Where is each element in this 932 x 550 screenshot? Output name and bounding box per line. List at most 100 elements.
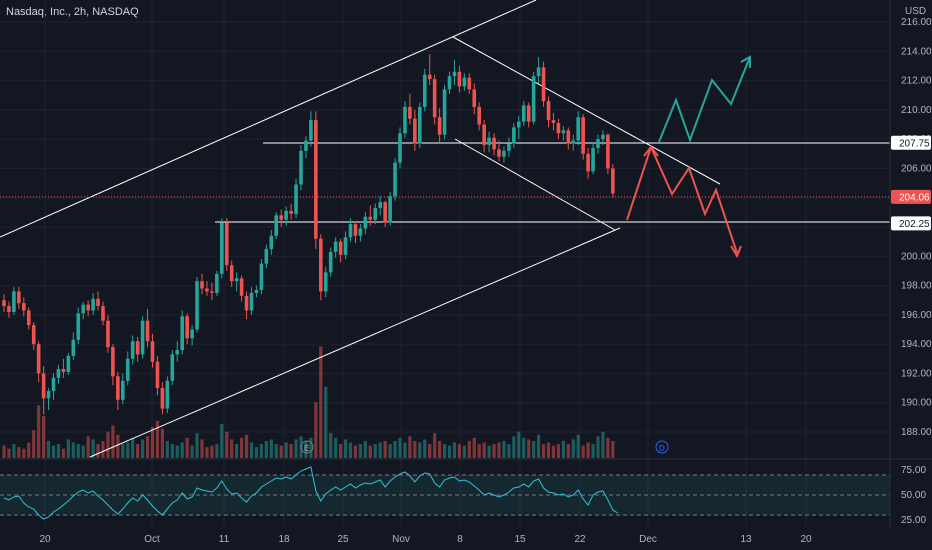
candle-body xyxy=(76,313,81,340)
candle-body xyxy=(304,140,308,151)
candle-body xyxy=(551,120,556,124)
volume-bar xyxy=(324,386,328,458)
price-tag: 207.75 xyxy=(891,135,931,150)
volume-bar xyxy=(32,430,36,458)
volume-bar xyxy=(596,436,600,458)
y-tick-label: 206.00 xyxy=(901,163,932,174)
candle-body xyxy=(328,251,333,273)
price-tag-box xyxy=(891,216,931,231)
candle-body xyxy=(96,298,100,307)
candle-body xyxy=(220,222,224,274)
volume-bar xyxy=(106,431,110,458)
candle-body xyxy=(46,391,51,399)
candle-body xyxy=(289,210,293,214)
forecast-bullish-arrowhead xyxy=(740,55,751,68)
volume-bar xyxy=(116,434,120,458)
volume-bar xyxy=(581,445,585,458)
volume-bar xyxy=(507,444,511,458)
drawing-lines xyxy=(0,0,890,458)
candle-body xyxy=(333,241,338,252)
volume-bar xyxy=(96,444,100,458)
volume-bar xyxy=(457,444,461,458)
candle-body xyxy=(180,316,184,350)
candle-body xyxy=(121,380,125,400)
candle-body xyxy=(427,74,432,80)
volume-bar xyxy=(353,445,358,458)
x-tick-label: 18 xyxy=(278,534,290,545)
candle-body xyxy=(497,149,501,157)
candle-body xyxy=(576,117,580,141)
candle-body xyxy=(17,291,21,304)
volume-bar xyxy=(423,439,427,458)
price-tag-box xyxy=(891,135,931,150)
volume-bar xyxy=(606,437,610,458)
volume-bar xyxy=(220,423,224,458)
volume-bar xyxy=(136,444,140,458)
volume-bar xyxy=(81,445,85,458)
candle-body xyxy=(373,207,378,220)
volume-bar xyxy=(467,440,471,458)
volume-bar xyxy=(27,442,31,458)
volume-bar xyxy=(46,440,51,458)
volume-bar xyxy=(279,445,283,458)
candle-body xyxy=(111,347,115,377)
volume-bar xyxy=(37,405,41,458)
forecast-paths xyxy=(626,55,751,259)
candle-body xyxy=(314,120,318,239)
candle-body xyxy=(244,295,249,311)
candle-body xyxy=(378,202,382,208)
candle-body xyxy=(482,124,486,145)
dividend-marker[interactable] xyxy=(655,440,669,454)
candle-body xyxy=(323,272,328,292)
volume-bar xyxy=(195,433,199,458)
volume-bar xyxy=(363,440,367,458)
y-tick-label: 194.00 xyxy=(901,339,932,350)
candle-body xyxy=(388,196,392,223)
candle-body xyxy=(517,121,521,128)
volume-bar xyxy=(7,448,11,458)
volume-bar xyxy=(314,402,318,458)
candle-body xyxy=(26,310,31,326)
volume-bar xyxy=(145,436,150,458)
candle-body xyxy=(86,304,90,311)
candle-body xyxy=(536,67,541,77)
candle-body xyxy=(596,139,600,148)
earnings-marker[interactable] xyxy=(300,440,314,454)
candle-body xyxy=(566,130,571,144)
candle-body xyxy=(338,241,343,255)
volume-bar xyxy=(586,442,590,458)
volume-bar xyxy=(561,440,565,458)
x-tick-label: 8 xyxy=(457,534,463,545)
candle-body xyxy=(309,120,313,141)
volume-bar xyxy=(17,447,21,458)
price-tag-text: 204.06 xyxy=(899,192,930,203)
candle-body xyxy=(215,273,219,293)
volume-bar xyxy=(497,442,501,458)
volume-bar xyxy=(235,444,239,458)
volume-bar xyxy=(487,445,491,458)
candle-body xyxy=(319,238,323,292)
candle-body xyxy=(160,388,165,409)
volume-bar xyxy=(462,445,466,458)
volume-bar xyxy=(304,440,308,458)
candle-body xyxy=(447,76,452,90)
candle-body xyxy=(353,224,358,236)
volume-bar xyxy=(225,431,229,458)
candle-body xyxy=(239,278,244,296)
rsi-line xyxy=(3,466,619,520)
volume-bar xyxy=(447,445,452,458)
volume-bar xyxy=(205,447,209,458)
volume-bar xyxy=(527,439,531,458)
volume-bar xyxy=(482,442,486,458)
volume-bar xyxy=(319,346,323,458)
volume-bar xyxy=(131,437,135,458)
candle-body xyxy=(546,101,551,121)
volume-bar xyxy=(413,440,417,458)
candle-body xyxy=(249,292,254,311)
volume-bar xyxy=(556,444,560,458)
x-tick-label: Dec xyxy=(639,534,657,545)
volume-bar xyxy=(571,439,575,458)
y-tick-label: 188.00 xyxy=(901,427,932,438)
